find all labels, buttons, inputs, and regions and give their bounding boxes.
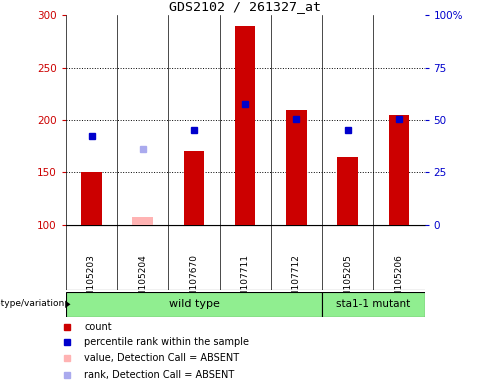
Bar bbox=[81, 172, 102, 225]
Text: genotype/variation: genotype/variation bbox=[0, 299, 64, 308]
Text: count: count bbox=[84, 322, 112, 332]
Bar bbox=[286, 109, 307, 225]
Bar bbox=[184, 151, 204, 225]
Text: GSM107712: GSM107712 bbox=[292, 254, 301, 309]
Bar bbox=[322, 292, 425, 317]
Bar bbox=[338, 157, 358, 225]
Text: GSM105204: GSM105204 bbox=[138, 254, 147, 309]
Text: GSM107711: GSM107711 bbox=[241, 254, 250, 309]
Text: wild type: wild type bbox=[168, 299, 220, 310]
Bar bbox=[389, 115, 409, 225]
Title: GDS2102 / 261327_at: GDS2102 / 261327_at bbox=[169, 0, 321, 13]
Polygon shape bbox=[65, 301, 70, 308]
Text: rank, Detection Call = ABSENT: rank, Detection Call = ABSENT bbox=[84, 369, 234, 380]
Bar bbox=[66, 292, 322, 317]
Bar bbox=[133, 217, 153, 225]
Text: percentile rank within the sample: percentile rank within the sample bbox=[84, 337, 249, 348]
Text: value, Detection Call = ABSENT: value, Detection Call = ABSENT bbox=[84, 353, 239, 364]
Text: GSM107670: GSM107670 bbox=[189, 254, 199, 309]
Text: GSM105203: GSM105203 bbox=[87, 254, 96, 309]
Text: sta1-1 mutant: sta1-1 mutant bbox=[336, 299, 410, 310]
Text: GSM105205: GSM105205 bbox=[343, 254, 352, 309]
Text: GSM105206: GSM105206 bbox=[394, 254, 404, 309]
Bar bbox=[235, 26, 256, 225]
